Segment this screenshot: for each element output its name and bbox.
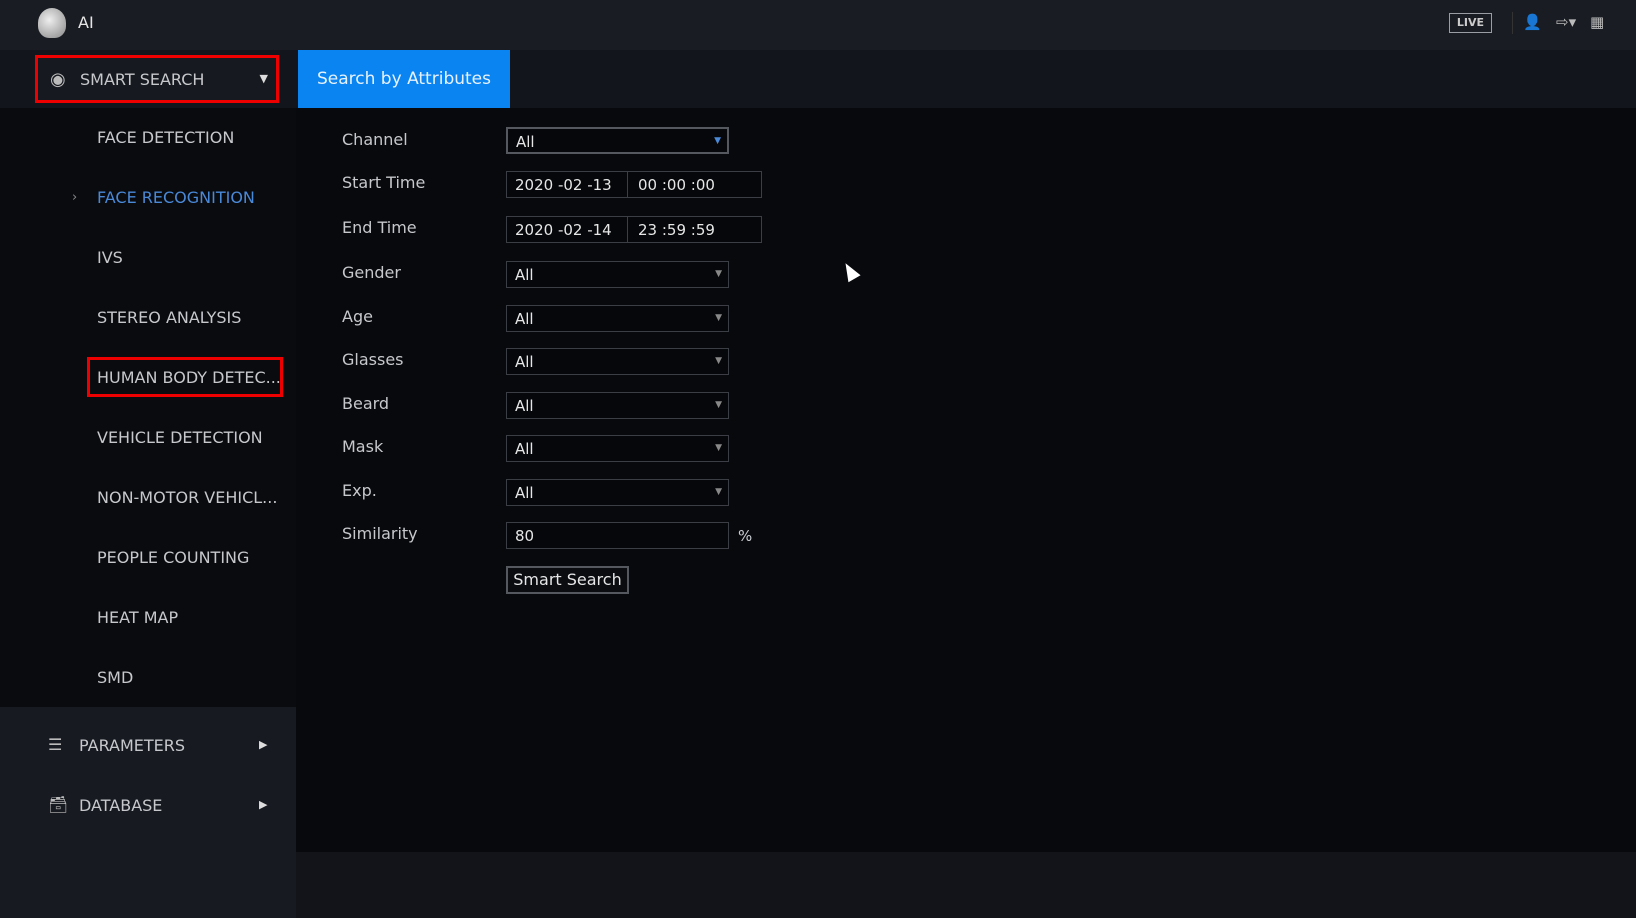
- caret-down-icon: ▼: [715, 356, 722, 366]
- glasses-value: All: [515, 353, 534, 371]
- beard-label: Beard: [342, 394, 390, 413]
- arrow-right-icon: ▶: [259, 798, 268, 811]
- exp-value: All: [515, 484, 534, 502]
- caret-down-icon: ▼: [259, 72, 268, 85]
- sidebar-item-ivs[interactable]: IVS: [97, 248, 123, 267]
- age-select[interactable]: All ▼: [506, 305, 729, 332]
- sidebar-item-heat-map[interactable]: HEAT MAP: [97, 608, 179, 627]
- end-time[interactable]: 23 :59 :59: [638, 221, 715, 239]
- list-icon: ☰: [48, 735, 63, 754]
- sidebar-item-non-motor-vehicle[interactable]: NON-MOTOR VEHICL...: [97, 488, 278, 507]
- sidebar-section-parameters[interactable]: ☰ PARAMETERS ▶: [0, 727, 296, 767]
- sidebar-item-smd[interactable]: SMD: [97, 668, 134, 687]
- end-time-field[interactable]: 2020 -02 -14 23 :59 :59: [506, 216, 762, 243]
- section-label: DATABASE: [79, 796, 163, 815]
- database-icon: 🗃: [48, 795, 69, 814]
- user-icon[interactable]: 👤: [1523, 13, 1542, 31]
- caret-down-icon: ▼: [715, 313, 722, 323]
- start-time-label: Start Time: [342, 173, 426, 192]
- sidebar-sections: ☰ PARAMETERS ▶ 🗃 DATABASE ▶: [0, 707, 296, 918]
- glasses-label: Glasses: [342, 350, 404, 369]
- gender-value: All: [515, 266, 534, 284]
- mask-value: All: [515, 440, 534, 458]
- age-value: All: [515, 310, 534, 328]
- caret-down-icon: ▼: [715, 269, 722, 279]
- glasses-select[interactable]: All ▼: [506, 348, 729, 375]
- mask-select[interactable]: All ▼: [506, 435, 729, 462]
- smart-search-button[interactable]: Smart Search: [506, 566, 629, 594]
- face-search-icon: ◉: [50, 69, 66, 90]
- smart-search-menu[interactable]: ◉ SMART SEARCH ▼: [35, 55, 279, 103]
- channel-select[interactable]: All ▼: [506, 127, 729, 154]
- start-time-field[interactable]: 2020 -02 -13 00 :00 :00: [506, 171, 762, 198]
- age-label: Age: [342, 307, 373, 326]
- tab-search-by-attributes[interactable]: Search by Attributes: [298, 50, 510, 108]
- end-time-label: End Time: [342, 218, 417, 237]
- sidebar-item-face-recognition[interactable]: FACE RECOGNITION: [97, 188, 255, 207]
- top-bar: [0, 0, 1636, 50]
- exp-select[interactable]: All ▼: [506, 479, 729, 506]
- grid-icon[interactable]: ▦: [1590, 13, 1605, 31]
- caret-down-icon: ▼: [715, 400, 722, 410]
- live-button[interactable]: LIVE: [1449, 13, 1492, 33]
- start-time[interactable]: 00 :00 :00: [638, 176, 715, 194]
- start-date[interactable]: 2020 -02 -13: [515, 176, 612, 194]
- caret-down-icon: ▼: [714, 136, 721, 146]
- gender-label: Gender: [342, 263, 401, 282]
- highlight-box: [87, 357, 283, 397]
- exp-label: Exp.: [342, 481, 377, 500]
- sidebar-item-face-detection[interactable]: FACE DETECTION: [97, 128, 235, 147]
- smart-search-label: SMART SEARCH: [80, 70, 205, 89]
- divider: [1512, 12, 1513, 34]
- mask-label: Mask: [342, 437, 384, 456]
- similarity-value: 80: [515, 527, 535, 545]
- sidebar-section-database[interactable]: 🗃 DATABASE ▶: [0, 787, 296, 827]
- arrow-right-icon: ▶: [259, 738, 268, 751]
- bottom-bar: [296, 852, 1636, 918]
- app-title: AI: [78, 13, 94, 32]
- caret-down-icon: ▼: [715, 443, 722, 453]
- sidebar-item-stereo-analysis[interactable]: STEREO ANALYSIS: [97, 308, 242, 327]
- channel-value: All: [516, 133, 535, 151]
- sidebar-item-vehicle-detection[interactable]: VEHICLE DETECTION: [97, 428, 263, 447]
- sidebar: FACE DETECTION › FACE RECOGNITION IVS ST…: [0, 108, 296, 707]
- mouse-cursor-icon: [839, 259, 861, 283]
- similarity-input[interactable]: 80: [506, 522, 729, 549]
- end-date[interactable]: 2020 -02 -14: [515, 221, 612, 239]
- logout-icon[interactable]: ⇨▾: [1556, 13, 1577, 31]
- sidebar-item-people-counting[interactable]: PEOPLE COUNTING: [97, 548, 250, 567]
- beard-select[interactable]: All ▼: [506, 392, 729, 419]
- gender-select[interactable]: All ▼: [506, 261, 729, 288]
- similarity-label: Similarity: [342, 524, 418, 543]
- sidebar-item-human-body-detection[interactable]: HUMAN BODY DETEC...: [97, 368, 281, 387]
- channel-label: Channel: [342, 130, 408, 149]
- section-label: PARAMETERS: [79, 736, 186, 755]
- ai-logo-icon: [38, 8, 66, 38]
- percent-unit: %: [738, 527, 753, 545]
- caret-down-icon: ▼: [715, 487, 722, 497]
- beard-value: All: [515, 397, 534, 415]
- chevron-right-icon: ›: [72, 190, 78, 205]
